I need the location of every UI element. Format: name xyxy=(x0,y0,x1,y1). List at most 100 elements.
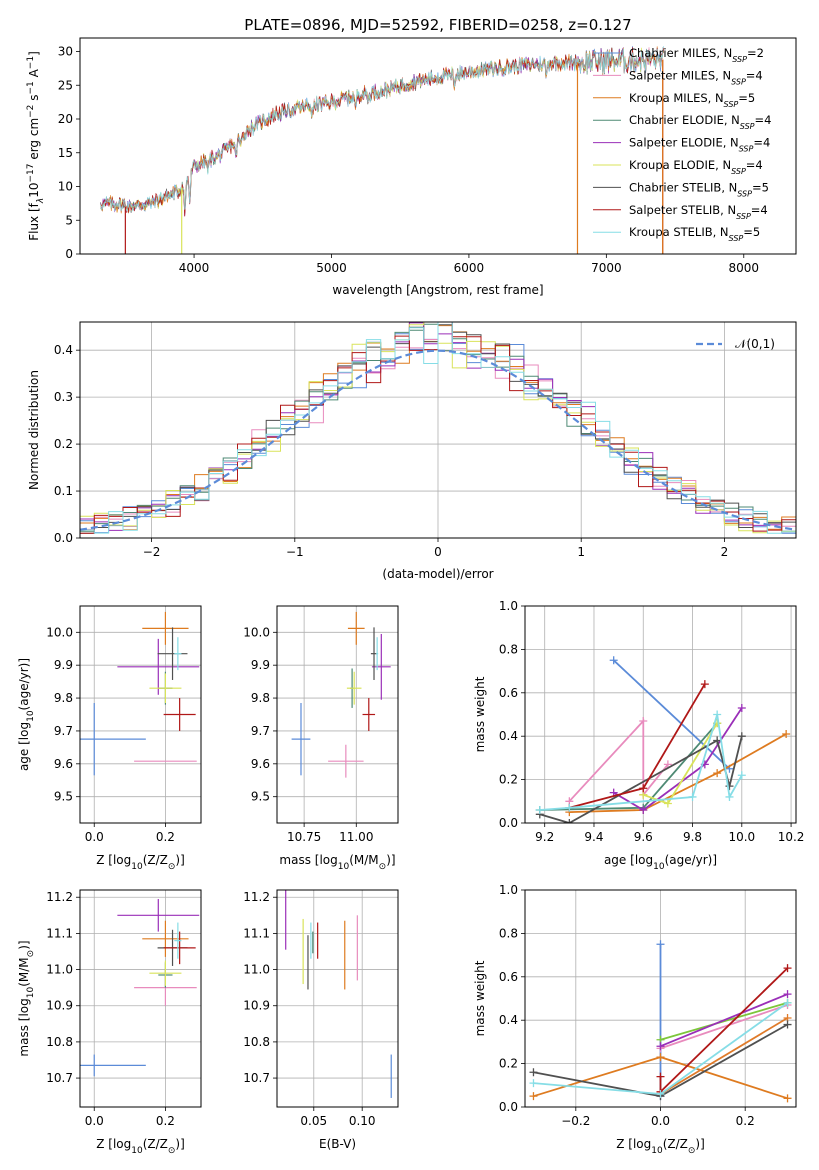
spectrum-line xyxy=(100,47,665,214)
x-tick-label: 7000 xyxy=(591,261,622,275)
y-tick-label: 25 xyxy=(58,78,73,92)
x-tick-label: 10.2 xyxy=(778,830,805,844)
y-tick-label: 11.1 xyxy=(46,926,73,940)
spectrum-line xyxy=(100,45,665,214)
spectrum-panel: 4000 5000 6000 7000 8000 0 5 10 15 20 25 30 waveleng… xyxy=(26,37,797,297)
weight-vs-age-panel: 9.2 9.4 9.6 9.8 10.0 10.2 0.0 0.2 0.4 0.6 0.8 1.0 ag… xyxy=(473,599,804,872)
y-tick-label: 10.9 xyxy=(46,999,73,1013)
age-vs-mass-panel: 10.75 11.00 9.5 9.6 9.7 9.8 9.9 10.0 mass [log10… xyxy=(243,605,399,872)
weight-marker xyxy=(565,803,574,812)
x-axis-label: age [log10(age/yr)] xyxy=(604,853,717,872)
y-axis-label: mass [log10(M/M⊙)] xyxy=(17,940,36,1056)
age-vs-metallicity-panel: 0.0 0.2 9.5 9.6 9.7 9.8 9.9 10.0 Z [log10(Z/Z⊙)]… xyxy=(17,605,202,872)
legend-label: Salpeter STELIB, NSSP=4 xyxy=(629,203,768,221)
x-tick-label: 8000 xyxy=(729,261,760,275)
spectrum-line xyxy=(100,47,665,217)
y-tick-label: 10.8 xyxy=(46,1035,73,1049)
y-tick-label: 11.0 xyxy=(243,963,270,977)
x-tick-label: 4000 xyxy=(179,261,210,275)
y-axis-label: age [log10(age/yr)] xyxy=(17,658,36,771)
x-tick-label: −0.2 xyxy=(561,1114,590,1128)
weight-marker xyxy=(688,792,697,801)
x-tick-label: 0.2 xyxy=(156,1114,175,1128)
x-tick-label: 0.0 xyxy=(85,1114,104,1128)
x-tick-label: 0.05 xyxy=(300,1114,327,1128)
x-tick-label: −2 xyxy=(143,545,161,559)
y-tick-label: 9.5 xyxy=(54,790,73,804)
spectrum-legend: Chabrier MILES, NSSP=2 Salpeter MILES, NS… xyxy=(593,46,771,243)
normal-reference-curve xyxy=(80,349,796,531)
legend-label: Chabrier STELIB, NSSP=5 xyxy=(629,180,769,198)
x-axis-label: Z [log10(Z/Z⊙)] xyxy=(96,1137,185,1156)
spectrum-line xyxy=(100,46,665,217)
y-tick-label: 15 xyxy=(58,146,73,160)
figure-title: PLATE=0896, MJD=52592, FIBERID=0258, z=0… xyxy=(244,16,631,34)
x-axis-label: (data-model)/error xyxy=(382,567,493,581)
plot-area xyxy=(535,656,791,823)
y-tick-label: 0.0 xyxy=(499,816,518,830)
weight-marker xyxy=(656,1072,665,1081)
y-tick-label: 11.0 xyxy=(46,963,73,977)
weight-marker xyxy=(529,1092,538,1101)
weight-marker xyxy=(639,805,648,814)
x-tick-label: 9.4 xyxy=(584,830,603,844)
weight-marker xyxy=(783,1020,792,1029)
weight-marker xyxy=(656,1053,665,1062)
weight-marker xyxy=(725,782,734,791)
weight-marker xyxy=(535,805,544,814)
weight-marker xyxy=(783,990,792,999)
x-tick-label: 2 xyxy=(721,545,729,559)
y-tick-label: 11.1 xyxy=(243,926,270,940)
weight-marker xyxy=(782,730,791,739)
y-tick-label: 9.5 xyxy=(251,790,270,804)
y-tick-label: 10.8 xyxy=(243,1035,270,1049)
weight-series-line xyxy=(660,1017,788,1095)
x-tick-label: 0.0 xyxy=(651,1114,670,1128)
y-axis-label: Normed distribution xyxy=(27,370,41,490)
x-axis-label: wavelength [Angstrom, rest frame] xyxy=(332,283,543,297)
y-tick-label: 0 xyxy=(65,247,73,261)
x-tick-label: 5000 xyxy=(316,261,347,275)
y-axis-label: mass weight xyxy=(473,960,487,1036)
weight-series-line xyxy=(613,659,731,770)
plot-area xyxy=(285,890,392,1098)
y-tick-label: 0.2 xyxy=(499,773,518,787)
x-tick-label: 0.10 xyxy=(349,1114,376,1128)
x-axis-label: E(B-V) xyxy=(319,1137,356,1151)
legend-label: Chabrier ELODIE, NSSP=4 xyxy=(629,113,771,131)
y-tick-label: 0.1 xyxy=(54,484,73,498)
weight-marker xyxy=(713,769,722,778)
y-tick-label: 0.8 xyxy=(499,926,518,940)
x-tick-label: 9.8 xyxy=(683,830,702,844)
y-tick-label: 10.0 xyxy=(46,625,73,639)
plot-area xyxy=(529,940,792,1103)
y-tick-label: 9.9 xyxy=(251,658,270,672)
x-tick-label: 6000 xyxy=(454,261,485,275)
y-tick-label: 0.0 xyxy=(499,1100,518,1114)
y-tick-label: 1.0 xyxy=(499,599,518,613)
spectrum-line xyxy=(100,46,665,214)
weight-series-line xyxy=(660,1004,788,1050)
legend-label: Salpeter ELODIE, NSSP=4 xyxy=(629,136,770,154)
x-tick-label: 0.2 xyxy=(156,830,175,844)
legend-label: Kroupa STELIB, NSSP=5 xyxy=(629,225,760,243)
y-tick-label: 0.2 xyxy=(54,437,73,451)
y-tick-label: 9.8 xyxy=(54,691,73,705)
spectrum-line xyxy=(100,47,665,217)
weight-marker xyxy=(737,732,746,741)
plot-area xyxy=(100,45,665,254)
y-tick-label: 9.7 xyxy=(251,724,270,738)
plot-area xyxy=(80,899,200,1077)
y-tick-label: 0.6 xyxy=(499,686,518,700)
weight-marker xyxy=(783,1094,792,1103)
axes-frame xyxy=(79,37,797,255)
legend-label: Salpeter MILES, NSSP=4 xyxy=(629,68,763,86)
y-tick-label: 1.0 xyxy=(499,883,518,897)
y-tick-label: 5 xyxy=(65,213,73,227)
weight-marker xyxy=(725,792,734,801)
weight-marker xyxy=(783,998,792,1007)
weight-vs-metallicity-panel: −0.2 0.0 0.2 0.0 0.2 0.4 0.6 0.8 1.0 Z [log10(Z/Z… xyxy=(473,883,797,1156)
x-tick-label: 1 xyxy=(577,545,585,559)
y-tick-label: 30 xyxy=(58,45,73,59)
